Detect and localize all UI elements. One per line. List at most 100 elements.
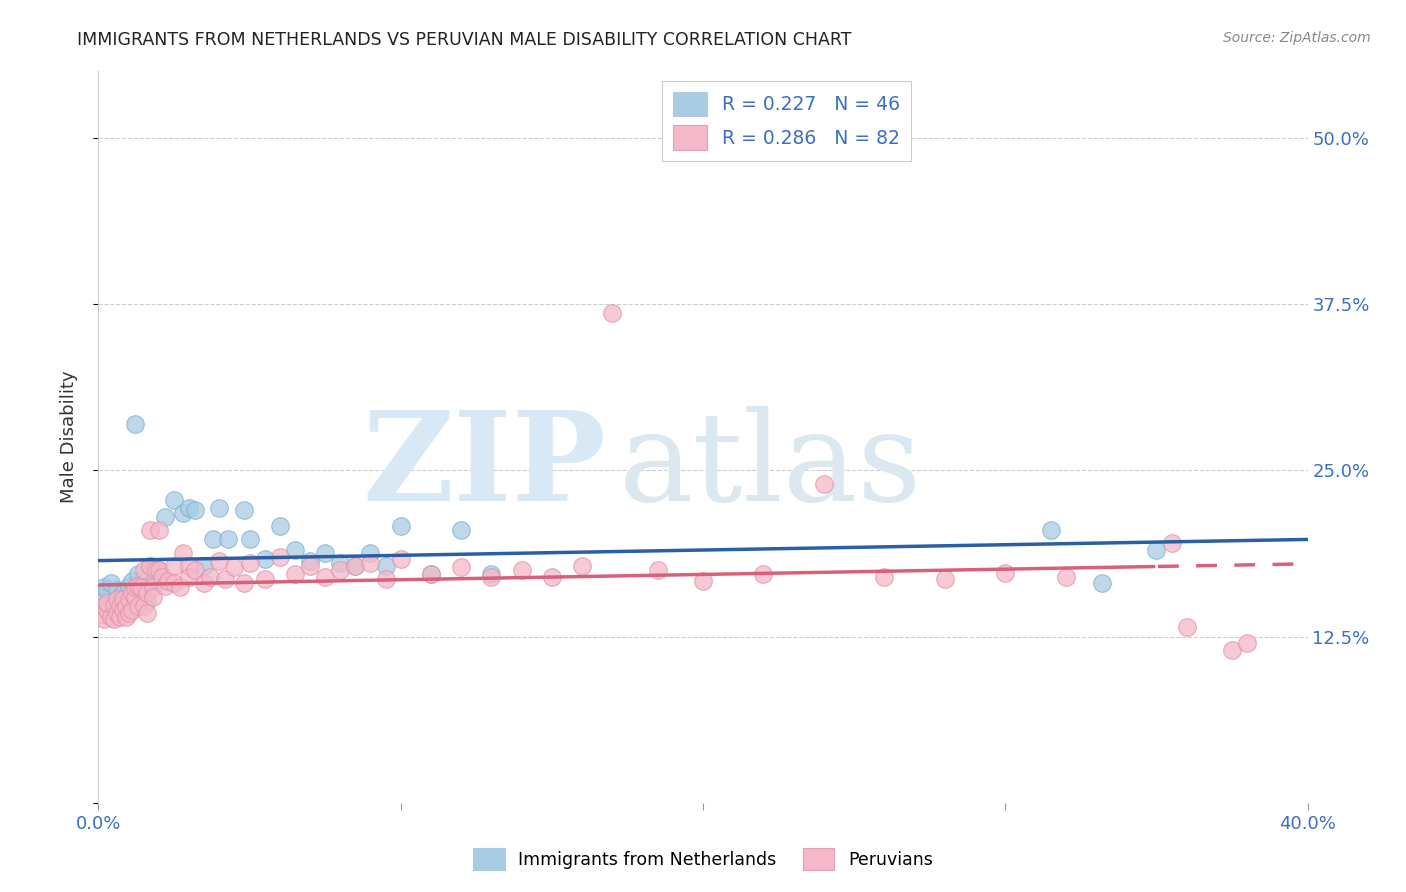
Point	[284, 543, 307, 558]
Point	[510, 563, 533, 577]
Text: ZIP: ZIP	[363, 406, 606, 527]
Point	[232, 503, 254, 517]
Point	[111, 592, 134, 607]
Point	[374, 573, 396, 587]
Point	[150, 570, 173, 584]
Point	[1220, 643, 1243, 657]
Point	[813, 476, 835, 491]
Point	[208, 554, 231, 568]
Point	[329, 563, 352, 577]
Point	[374, 559, 396, 574]
Point	[124, 590, 146, 604]
Point	[118, 579, 141, 593]
Point	[90, 590, 112, 604]
Point	[184, 563, 207, 577]
Point	[93, 580, 115, 594]
Point	[153, 509, 176, 524]
Point	[135, 585, 157, 599]
Point	[344, 559, 367, 574]
Point	[299, 554, 322, 568]
Point	[172, 506, 194, 520]
Point	[127, 599, 149, 613]
Point	[329, 557, 352, 571]
Legend: R = 0.227   N = 46, R = 0.286   N = 82: R = 0.227 N = 46, R = 0.286 N = 82	[662, 81, 911, 161]
Point	[360, 546, 382, 560]
Point	[148, 563, 170, 577]
Point	[217, 533, 239, 547]
Point	[96, 599, 118, 613]
Point	[420, 567, 443, 582]
Point	[111, 603, 134, 617]
Point	[269, 519, 291, 533]
Point	[450, 523, 472, 537]
Point	[105, 582, 128, 597]
Point	[90, 607, 112, 621]
Point	[121, 574, 143, 588]
Point	[96, 582, 118, 597]
Point	[360, 557, 382, 571]
Point	[142, 590, 165, 604]
Point	[145, 563, 167, 577]
Point	[100, 576, 122, 591]
Point	[873, 570, 896, 584]
Point	[481, 570, 503, 584]
Point	[314, 546, 336, 560]
Point	[344, 559, 367, 574]
Point	[420, 567, 443, 582]
Point	[103, 599, 125, 613]
Point	[114, 592, 136, 607]
Point	[118, 592, 141, 607]
Point	[269, 549, 291, 564]
Point	[299, 559, 322, 574]
Point	[121, 585, 143, 599]
Point	[96, 596, 118, 610]
Point	[934, 573, 956, 587]
Point	[96, 603, 118, 617]
Point	[108, 599, 131, 613]
Point	[994, 566, 1017, 580]
Point	[108, 609, 131, 624]
Point	[481, 567, 503, 582]
Point	[389, 519, 412, 533]
Point	[163, 492, 186, 507]
Point	[224, 560, 246, 574]
Point	[124, 417, 146, 431]
Point	[100, 609, 122, 624]
Point	[108, 599, 131, 613]
Point	[1091, 576, 1114, 591]
Point	[1160, 536, 1182, 550]
Point	[193, 576, 215, 591]
Point	[193, 559, 215, 574]
Point	[169, 580, 191, 594]
Point	[692, 574, 714, 588]
Point	[103, 593, 125, 607]
Point	[172, 546, 194, 560]
Point	[121, 603, 143, 617]
Point	[111, 585, 134, 599]
Point	[314, 570, 336, 584]
Point	[114, 609, 136, 624]
Point	[105, 606, 128, 620]
Point	[1175, 620, 1198, 634]
Point	[1039, 523, 1062, 537]
Point	[284, 567, 307, 582]
Point	[139, 559, 162, 574]
Point	[135, 593, 157, 607]
Point	[184, 503, 207, 517]
Point	[148, 523, 170, 537]
Point	[153, 579, 176, 593]
Point	[114, 599, 136, 613]
Point	[156, 574, 179, 588]
Point	[752, 567, 775, 582]
Point	[389, 552, 412, 566]
Point	[239, 557, 262, 571]
Text: IMMIGRANTS FROM NETHERLANDS VS PERUVIAN MALE DISABILITY CORRELATION CHART: IMMIGRANTS FROM NETHERLANDS VS PERUVIAN …	[77, 31, 852, 49]
Point	[208, 500, 231, 515]
Point	[93, 599, 115, 613]
Point	[127, 579, 149, 593]
Y-axis label: Male Disability: Male Disability	[59, 371, 77, 503]
Point	[239, 533, 262, 547]
Point	[1054, 570, 1077, 584]
Point	[450, 560, 472, 574]
Point	[139, 523, 162, 537]
